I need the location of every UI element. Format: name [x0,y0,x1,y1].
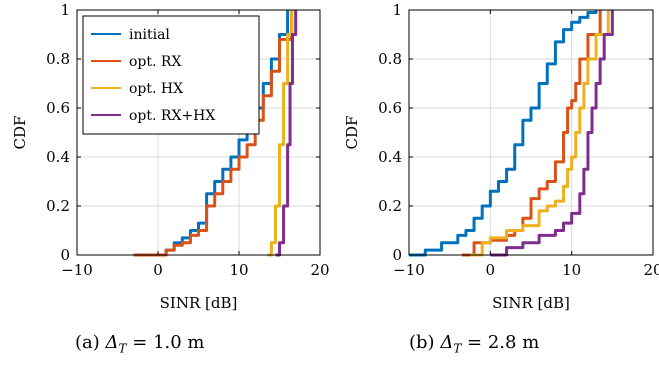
caption-b-value: 2.8 m [487,332,540,353]
caption-a-value: 1.0 m [153,332,205,353]
legend-label-3: opt. RX+HX [129,108,215,124]
caption-b: (b) ΔT = 2.8 m [409,332,539,356]
y-tick-label: 0.6 [378,99,402,117]
legend-label-2: opt. HX [129,81,183,97]
x-tick-label: 0 [486,261,496,279]
caption-b-delta: ΔT = [440,332,488,356]
y-axis-label: CDF [11,116,29,150]
x-axis-label: SINR [dB] [492,294,570,312]
y-tick-label: 0.4 [378,148,402,166]
x-tick-label: 0 [153,261,163,279]
y-tick-label: 0.4 [46,148,70,166]
series-line-0 [133,10,290,257]
x-axis-label: SINR [dB] [160,294,238,312]
legend-label-1: opt. RX [129,54,181,70]
series-line-1 [133,10,294,257]
caption-a-delta: ΔT = [105,332,154,356]
x-tick-label: −10 [61,261,93,279]
series-line-0 [409,10,598,257]
series-line-2 [470,10,610,257]
series-line-2 [267,10,294,257]
caption-b-prefix: (b) [409,332,435,353]
y-tick-label: 0 [60,246,70,264]
y-tick-label: 0.6 [46,99,70,117]
x-tick-label: 10 [562,261,581,279]
series-line-3 [275,10,298,257]
x-tick-label: −10 [393,261,425,279]
series-line-3 [490,10,614,257]
y-tick-label: 0.2 [46,197,70,215]
y-tick-label: 0.8 [46,50,70,68]
y-tick-label: 0.2 [378,197,402,215]
y-tick-label: 0 [392,246,402,264]
y-tick-label: 0.8 [378,50,402,68]
x-tick-label: 20 [643,261,659,279]
caption-a-prefix: (a) [75,332,100,353]
axes-box [76,9,321,256]
caption-a: (a) ΔT = 1.0 m [75,332,204,356]
legend-label-0: initial [129,27,170,43]
x-tick-label: 20 [310,261,329,279]
y-tick-label: 1 [60,1,70,19]
y-axis-label: CDF [343,116,361,150]
axes-box [408,9,654,256]
x-tick-label: 10 [229,261,248,279]
y-tick-label: 1 [392,1,402,19]
